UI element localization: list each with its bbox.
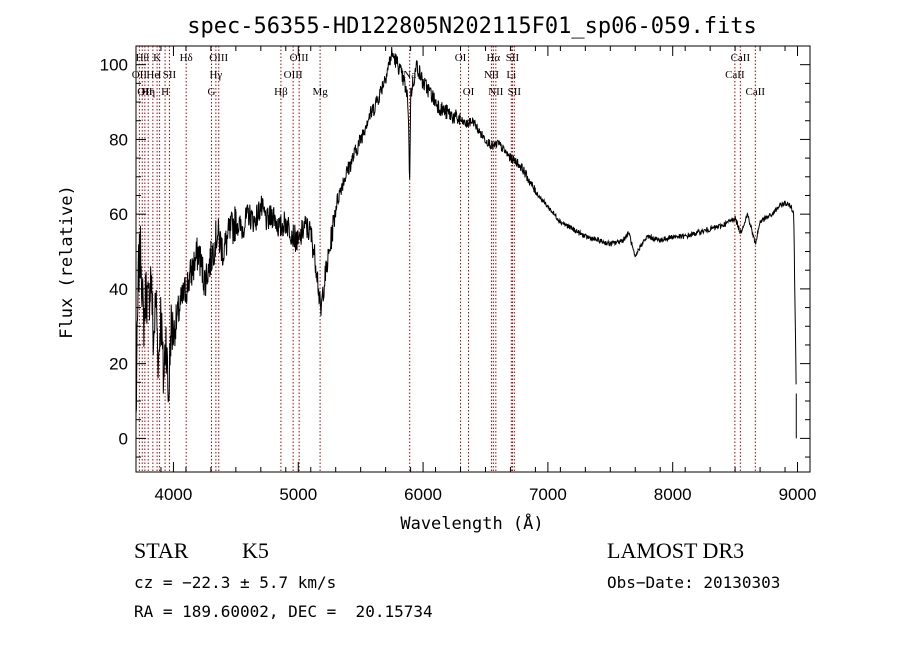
line-marker-label: Hη xyxy=(141,86,155,98)
line-marker-label: NII xyxy=(488,86,504,98)
y-tick-label: 100 xyxy=(100,56,128,75)
line-marker-label: Li xyxy=(506,69,516,81)
line-marker-label: OI xyxy=(463,86,475,98)
spectral-line-labels: OIIHθOIIHηHeKIHSIIHδGHγOIIIHβOIIIOIIIMgN… xyxy=(132,52,766,98)
x-tick-label: 6000 xyxy=(404,485,442,504)
spectrum-series xyxy=(135,46,797,439)
line-marker-label: OIII xyxy=(284,69,303,81)
line-marker-label: OI xyxy=(455,52,467,64)
coordinates: RA = 189.60002, DEC = 20.15734 xyxy=(134,602,433,621)
spectral-line-markers xyxy=(138,46,756,472)
x-axis-label: Wavelength (Å) xyxy=(400,512,543,534)
line-marker-label: H xyxy=(161,86,169,98)
line-marker-label: CaII xyxy=(746,86,766,98)
line-marker-label: Hδ xyxy=(180,52,193,64)
line-marker-label: G xyxy=(208,86,216,98)
plot-frame xyxy=(135,45,811,473)
redshift-velocity: cz = −22.3 ± 5.7 km/s xyxy=(134,573,337,592)
x-tick-label: 8000 xyxy=(654,485,692,504)
axes: 4000 5000 6000 7000 8000 9000 0 20 40 60 80 100 xyxy=(100,45,817,504)
y-tick-label: 60 xyxy=(109,205,128,224)
spectrum-line xyxy=(135,46,797,414)
x-tick-label: 5000 xyxy=(279,485,317,504)
line-marker-label: SII xyxy=(506,52,520,64)
line-marker-label: He xyxy=(146,69,159,81)
object-class-label: STAR xyxy=(134,538,189,563)
line-marker-label: K xyxy=(153,52,161,64)
line-marker-label: OIII xyxy=(209,52,228,64)
line-marker-label: Mg xyxy=(312,86,328,98)
line-marker-label: CaII xyxy=(731,52,751,64)
y-tick-label: 40 xyxy=(109,280,128,299)
line-marker-label: Hγ xyxy=(209,69,222,81)
line-marker-label: OIII xyxy=(290,52,309,64)
line-marker-label: SII xyxy=(163,69,177,81)
line-marker-label: Hα xyxy=(486,52,500,64)
observation-date: Obs−Date: 20130303 xyxy=(607,573,781,592)
object-subclass: K5 xyxy=(242,538,269,563)
line-marker-label: Hθ xyxy=(136,52,149,64)
y-tick-label: 20 xyxy=(109,355,128,374)
line-marker-label: SII xyxy=(508,86,522,98)
line-marker-label: NII xyxy=(484,69,500,81)
y-tick-label: 80 xyxy=(109,130,128,149)
survey-name: LAMOST DR3 xyxy=(607,538,745,563)
y-axis-label: Flux (relative) xyxy=(57,185,77,339)
x-tick-label: 9000 xyxy=(779,485,817,504)
line-marker-label: OII xyxy=(132,69,148,81)
line-marker-label: I xyxy=(158,69,162,81)
x-tick-label: 4000 xyxy=(155,485,193,504)
y-tick-label: 0 xyxy=(119,429,128,448)
x-tick-label: 7000 xyxy=(529,485,567,504)
chart-title: spec-56355-HD122805N202115F01_sp06-059.f… xyxy=(187,14,757,39)
line-marker-label: CaII xyxy=(725,69,745,81)
line-marker-label: Hβ xyxy=(274,86,288,98)
line-marker-label: OII xyxy=(137,86,153,98)
